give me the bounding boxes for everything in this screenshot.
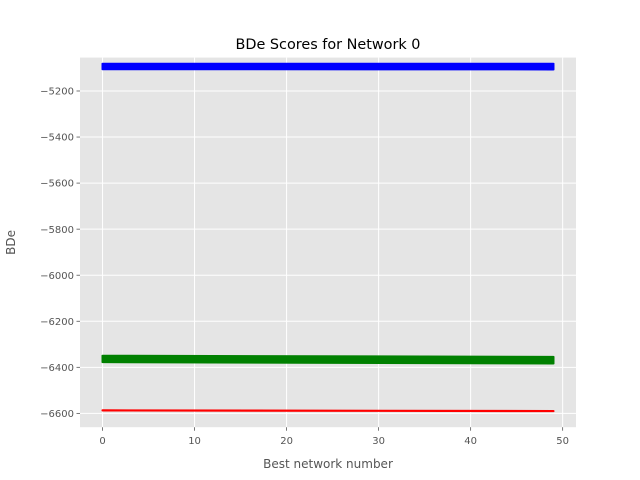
x-tick-label: 20 <box>280 436 293 447</box>
y-tick-label: −5200 <box>40 87 74 98</box>
x-axis-label: Best network number <box>263 457 393 471</box>
y-tick-label: −5800 <box>40 225 74 236</box>
grid <box>80 57 576 428</box>
plot-area <box>80 57 576 428</box>
y-tick-label: −6400 <box>40 363 74 374</box>
y-tick-label: −6000 <box>40 271 74 282</box>
series-group <box>101 62 555 413</box>
y-tick-label: −6200 <box>40 317 74 328</box>
series-line <box>101 409 555 413</box>
x-tick-label: 40 <box>464 436 477 447</box>
chart-title: BDe Scores for Network 0 <box>236 37 421 53</box>
y-ticks: −5200 −5400 −5600 −5800 −6000 −6200 −6400 −6600 <box>40 87 80 420</box>
x-tick-label: 30 <box>372 436 385 447</box>
x-tick-label: 0 <box>99 436 105 447</box>
x-tick-label: 50 <box>556 436 569 447</box>
x-ticks: 0 10 20 30 40 50 <box>99 427 569 447</box>
x-tick-label: 10 <box>188 436 201 447</box>
y-tick-label: −5600 <box>40 179 74 190</box>
y-tick-label: −6600 <box>40 409 74 420</box>
y-tick-label: −5400 <box>40 133 74 144</box>
series-line <box>101 360 555 365</box>
y-axis-label: BDe <box>4 230 18 255</box>
